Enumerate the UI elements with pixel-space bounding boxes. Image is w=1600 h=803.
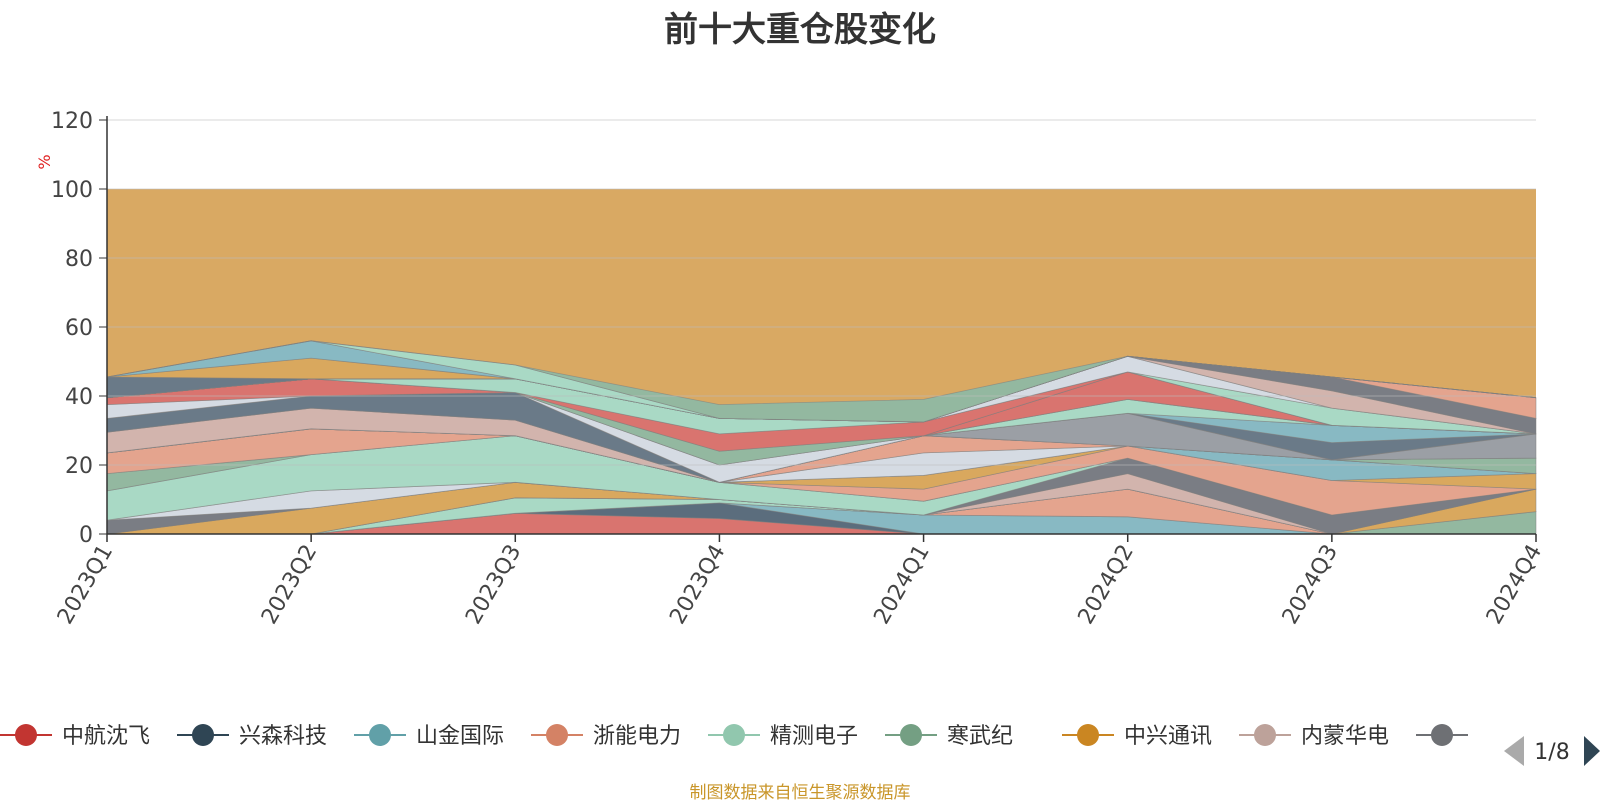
x-tick-label: 2024Q3	[1278, 541, 1343, 629]
x-tick-label: 2023Q1	[53, 541, 118, 629]
legend-prev-page-icon[interactable]	[1504, 736, 1524, 766]
y-tick-label: 120	[51, 109, 93, 134]
legend-item-3[interactable]: 山金国际	[354, 724, 504, 749]
chart-title: 前十大重仓股变化	[664, 10, 936, 50]
y-tick-label: 20	[65, 454, 93, 479]
x-tick-label: 2024Q2	[1074, 541, 1139, 629]
legend-item-4[interactable]: 浙能电力	[531, 724, 681, 749]
legend-pager: 1/8	[1504, 736, 1600, 766]
legend-circle-icon	[1254, 724, 1276, 746]
y-axis-unit-label: %	[35, 154, 54, 169]
legend-circle-icon	[369, 724, 391, 746]
plot-layer	[106, 189, 1537, 535]
legend-next-page-icon[interactable]	[1584, 736, 1600, 766]
legend-label: 中兴通讯	[1124, 724, 1212, 749]
legend-circle-icon	[900, 724, 922, 746]
legend-label: 寒武纪	[947, 724, 1013, 749]
legend-circle-icon	[1077, 724, 1099, 746]
legend-circle-icon	[1431, 724, 1453, 746]
legend-label: 内蒙华电	[1301, 724, 1389, 749]
x-tick-label: 2024Q4	[1482, 541, 1547, 629]
legend-item-9[interactable]: 吉视传媒	[1416, 724, 1566, 749]
legend-label: 兴森科技	[239, 724, 327, 749]
legend-item-6[interactable]: 寒武纪	[885, 724, 1013, 749]
grid-layer	[107, 119, 1536, 535]
legend-label: 浙能电力	[593, 724, 681, 749]
legend-item-7[interactable]: 中兴通讯	[1062, 724, 1212, 749]
source-note: 制图数据来自恒生聚源数据库	[689, 783, 911, 803]
x-tick-label: 2023Q4	[665, 541, 730, 629]
legend-item-1[interactable]: 中航沈飞	[0, 724, 150, 749]
y-tick-label: 100	[51, 178, 93, 203]
y-tick-label: 60	[65, 316, 93, 341]
legend-circle-icon	[546, 724, 568, 746]
legend-item-2[interactable]: 兴森科技	[177, 724, 327, 749]
legend-label: 精测电子	[770, 724, 858, 749]
x-tick-label: 2024Q1	[869, 541, 934, 629]
legend-label: 中航沈飞	[62, 724, 150, 749]
legend-label: 山金国际	[416, 724, 504, 749]
legend-page-indicator: 1/8	[1534, 740, 1569, 765]
y-tick-label: 80	[65, 247, 93, 272]
legend-circle-icon	[15, 724, 37, 746]
legend-circle-icon	[723, 724, 745, 746]
legend: 中航沈飞 兴森科技 山金国际 浙能电力 精测电子 寒武纪 中兴通讯 内蒙华电 吉视传媒	[0, 724, 1566, 749]
legend-item-5[interactable]: 精测电子	[708, 724, 858, 749]
y-tick-label: 0	[79, 523, 93, 548]
x-tick-label: 2023Q3	[461, 541, 526, 629]
legend-circle-icon	[192, 724, 214, 746]
y-tick-label: 40	[65, 385, 93, 410]
legend-item-8[interactable]: 内蒙华电	[1239, 724, 1389, 749]
x-tick-label: 2023Q2	[257, 541, 322, 629]
area-series-37	[106, 340, 1537, 423]
